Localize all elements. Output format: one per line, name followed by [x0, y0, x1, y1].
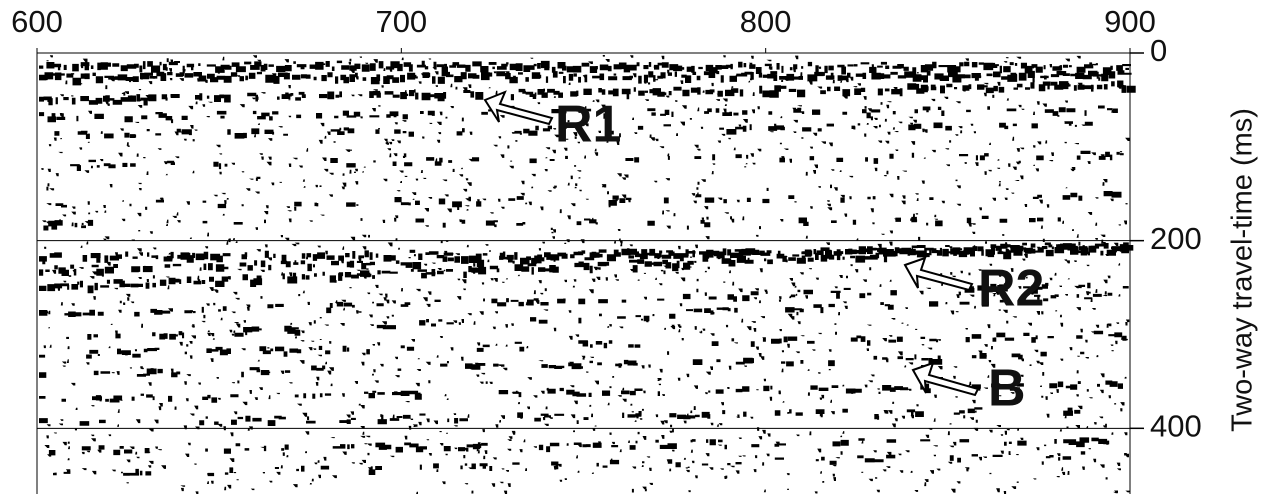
y-tick-label: 400 [1150, 409, 1202, 444]
arrow [911, 361, 980, 397]
x-tick-label: 600 [11, 4, 63, 39]
annotation: R1 [555, 96, 621, 154]
seismic-texture [39, 55, 1136, 494]
y-tick-label: 200 [1150, 221, 1202, 256]
x-tick-label: 900 [1104, 4, 1156, 39]
annotation: B [988, 360, 1026, 418]
x-tick-label: 700 [375, 4, 427, 39]
x-tick-label: 800 [740, 4, 792, 39]
y-axis-label: Two-way travel-time (ms) [1227, 108, 1259, 432]
seismic-traces [39, 55, 1136, 494]
y-tick-label: 0 [1150, 33, 1167, 68]
annotation: R2 [978, 260, 1044, 318]
arrow [483, 90, 554, 126]
arrow [903, 256, 974, 292]
